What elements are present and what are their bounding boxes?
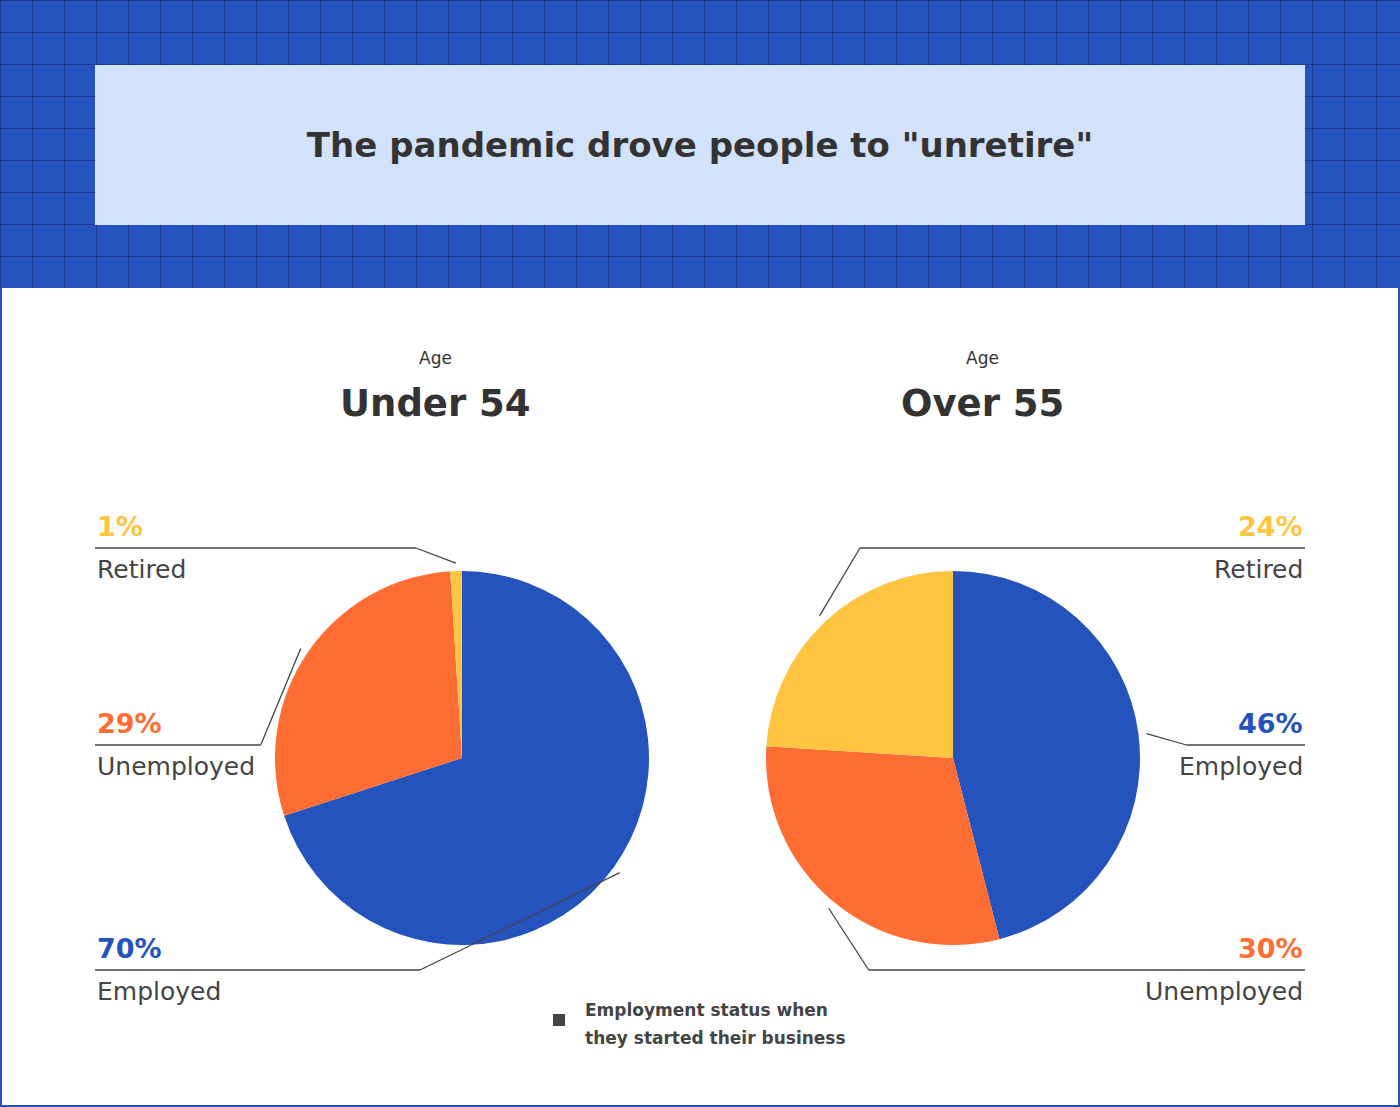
svg-text:Age: Age: [966, 348, 999, 368]
svg-text:Unemployed: Unemployed: [97, 752, 255, 781]
svg-text:Employed: Employed: [97, 977, 221, 1006]
svg-text:Age: Age: [419, 348, 452, 368]
svg-text:Employed: Employed: [1179, 752, 1303, 781]
svg-text:1%: 1%: [97, 511, 143, 542]
svg-text:Retired: Retired: [1214, 555, 1303, 584]
html-text:Employment status when they st: Employment status when they started thei…: [585, 1000, 846, 1048]
svg-text:46%: 46%: [1238, 708, 1303, 739]
svg-text:Retired: Retired: [97, 555, 186, 584]
svg-text:Over 55: Over 55: [901, 382, 1064, 425]
svg-text:Unemployed: Unemployed: [1145, 977, 1303, 1006]
svg-text:24%: 24%: [1238, 511, 1303, 542]
svg-text:30%: 30%: [1238, 933, 1303, 964]
html-text:The pandemic drove people to ": The pandemic drove people to "unretire": [306, 125, 1094, 165]
svg-text:70%: 70%: [97, 933, 162, 964]
svg-text:29%: 29%: [97, 708, 162, 739]
svg-text:Under 54: Under 54: [340, 382, 531, 425]
